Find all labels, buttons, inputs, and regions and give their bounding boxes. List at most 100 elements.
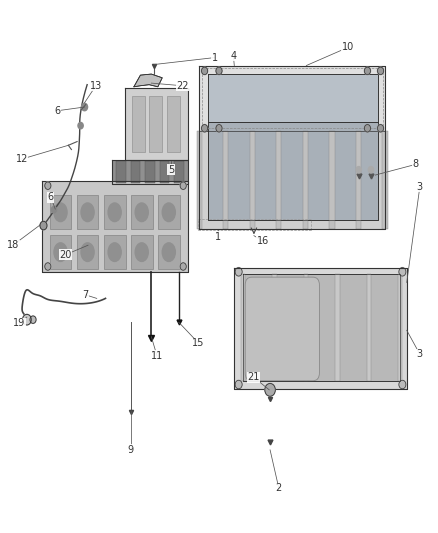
Polygon shape	[199, 131, 385, 229]
Text: 6: 6	[54, 106, 60, 116]
Ellipse shape	[81, 203, 94, 222]
Polygon shape	[208, 122, 378, 220]
Polygon shape	[104, 235, 126, 269]
Text: 5: 5	[168, 165, 174, 175]
Polygon shape	[174, 161, 184, 183]
Polygon shape	[197, 131, 202, 229]
Polygon shape	[131, 161, 141, 183]
Polygon shape	[329, 131, 335, 229]
Ellipse shape	[162, 203, 175, 222]
Circle shape	[378, 67, 384, 75]
Polygon shape	[77, 235, 99, 269]
Polygon shape	[125, 88, 188, 160]
Circle shape	[356, 166, 361, 173]
Polygon shape	[158, 235, 180, 269]
Polygon shape	[131, 195, 152, 229]
Ellipse shape	[135, 203, 148, 222]
Ellipse shape	[162, 243, 175, 262]
Text: 10: 10	[342, 43, 354, 52]
Circle shape	[30, 316, 36, 324]
Text: 12: 12	[15, 154, 28, 164]
Circle shape	[235, 268, 242, 276]
Text: 1: 1	[212, 53, 218, 62]
Text: 4: 4	[230, 51, 237, 61]
Polygon shape	[42, 181, 188, 272]
Circle shape	[368, 166, 374, 173]
Circle shape	[364, 67, 371, 75]
Polygon shape	[243, 274, 400, 381]
Text: 7: 7	[82, 289, 88, 300]
Text: 6: 6	[48, 192, 54, 203]
Circle shape	[22, 314, 31, 325]
Text: 16: 16	[257, 236, 269, 246]
Polygon shape	[158, 195, 180, 229]
Polygon shape	[304, 274, 308, 381]
Polygon shape	[149, 96, 162, 152]
Polygon shape	[234, 268, 407, 389]
Circle shape	[78, 123, 83, 129]
Polygon shape	[356, 131, 361, 229]
Circle shape	[235, 380, 242, 389]
Polygon shape	[117, 161, 126, 183]
Text: 9: 9	[128, 445, 134, 455]
Polygon shape	[104, 195, 126, 229]
Text: 19: 19	[13, 318, 25, 328]
Polygon shape	[49, 235, 71, 269]
Circle shape	[180, 263, 186, 270]
Polygon shape	[199, 66, 385, 131]
Polygon shape	[382, 131, 388, 229]
Circle shape	[201, 67, 208, 75]
Polygon shape	[276, 131, 282, 229]
Circle shape	[399, 380, 406, 389]
Ellipse shape	[135, 243, 148, 262]
Text: 11: 11	[151, 351, 163, 361]
Polygon shape	[131, 235, 152, 269]
Ellipse shape	[54, 243, 67, 262]
Text: 15: 15	[192, 338, 205, 348]
Text: 1: 1	[215, 232, 221, 242]
Text: 3: 3	[417, 182, 423, 192]
Polygon shape	[223, 131, 229, 229]
Circle shape	[364, 125, 371, 132]
Text: 21: 21	[247, 372, 260, 382]
Circle shape	[45, 263, 51, 270]
Polygon shape	[49, 195, 71, 229]
Text: 22: 22	[176, 81, 189, 91]
Polygon shape	[303, 131, 308, 229]
Circle shape	[378, 125, 384, 132]
Circle shape	[265, 383, 276, 396]
Circle shape	[201, 125, 208, 132]
Circle shape	[51, 206, 57, 213]
Polygon shape	[134, 74, 162, 87]
Polygon shape	[159, 161, 169, 183]
Polygon shape	[208, 74, 378, 122]
Ellipse shape	[81, 243, 94, 262]
Ellipse shape	[108, 243, 121, 262]
Ellipse shape	[54, 203, 67, 222]
Circle shape	[180, 182, 186, 189]
FancyBboxPatch shape	[245, 277, 319, 381]
Polygon shape	[166, 96, 180, 152]
Text: 3: 3	[417, 349, 423, 359]
Text: 13: 13	[90, 81, 102, 91]
Text: 18: 18	[7, 240, 19, 250]
Polygon shape	[367, 274, 371, 381]
Circle shape	[45, 182, 51, 189]
Polygon shape	[398, 274, 403, 381]
Circle shape	[81, 103, 88, 111]
Polygon shape	[335, 274, 339, 381]
Circle shape	[40, 221, 47, 230]
Text: 2: 2	[276, 483, 282, 493]
Ellipse shape	[108, 203, 121, 222]
Polygon shape	[241, 274, 245, 381]
Circle shape	[216, 125, 222, 132]
Polygon shape	[77, 195, 99, 229]
Polygon shape	[250, 131, 255, 229]
Text: 20: 20	[59, 250, 71, 260]
Polygon shape	[132, 96, 145, 152]
Circle shape	[216, 67, 222, 75]
Text: 8: 8	[413, 159, 419, 169]
Polygon shape	[145, 161, 155, 183]
Circle shape	[399, 268, 406, 276]
Polygon shape	[272, 274, 277, 381]
